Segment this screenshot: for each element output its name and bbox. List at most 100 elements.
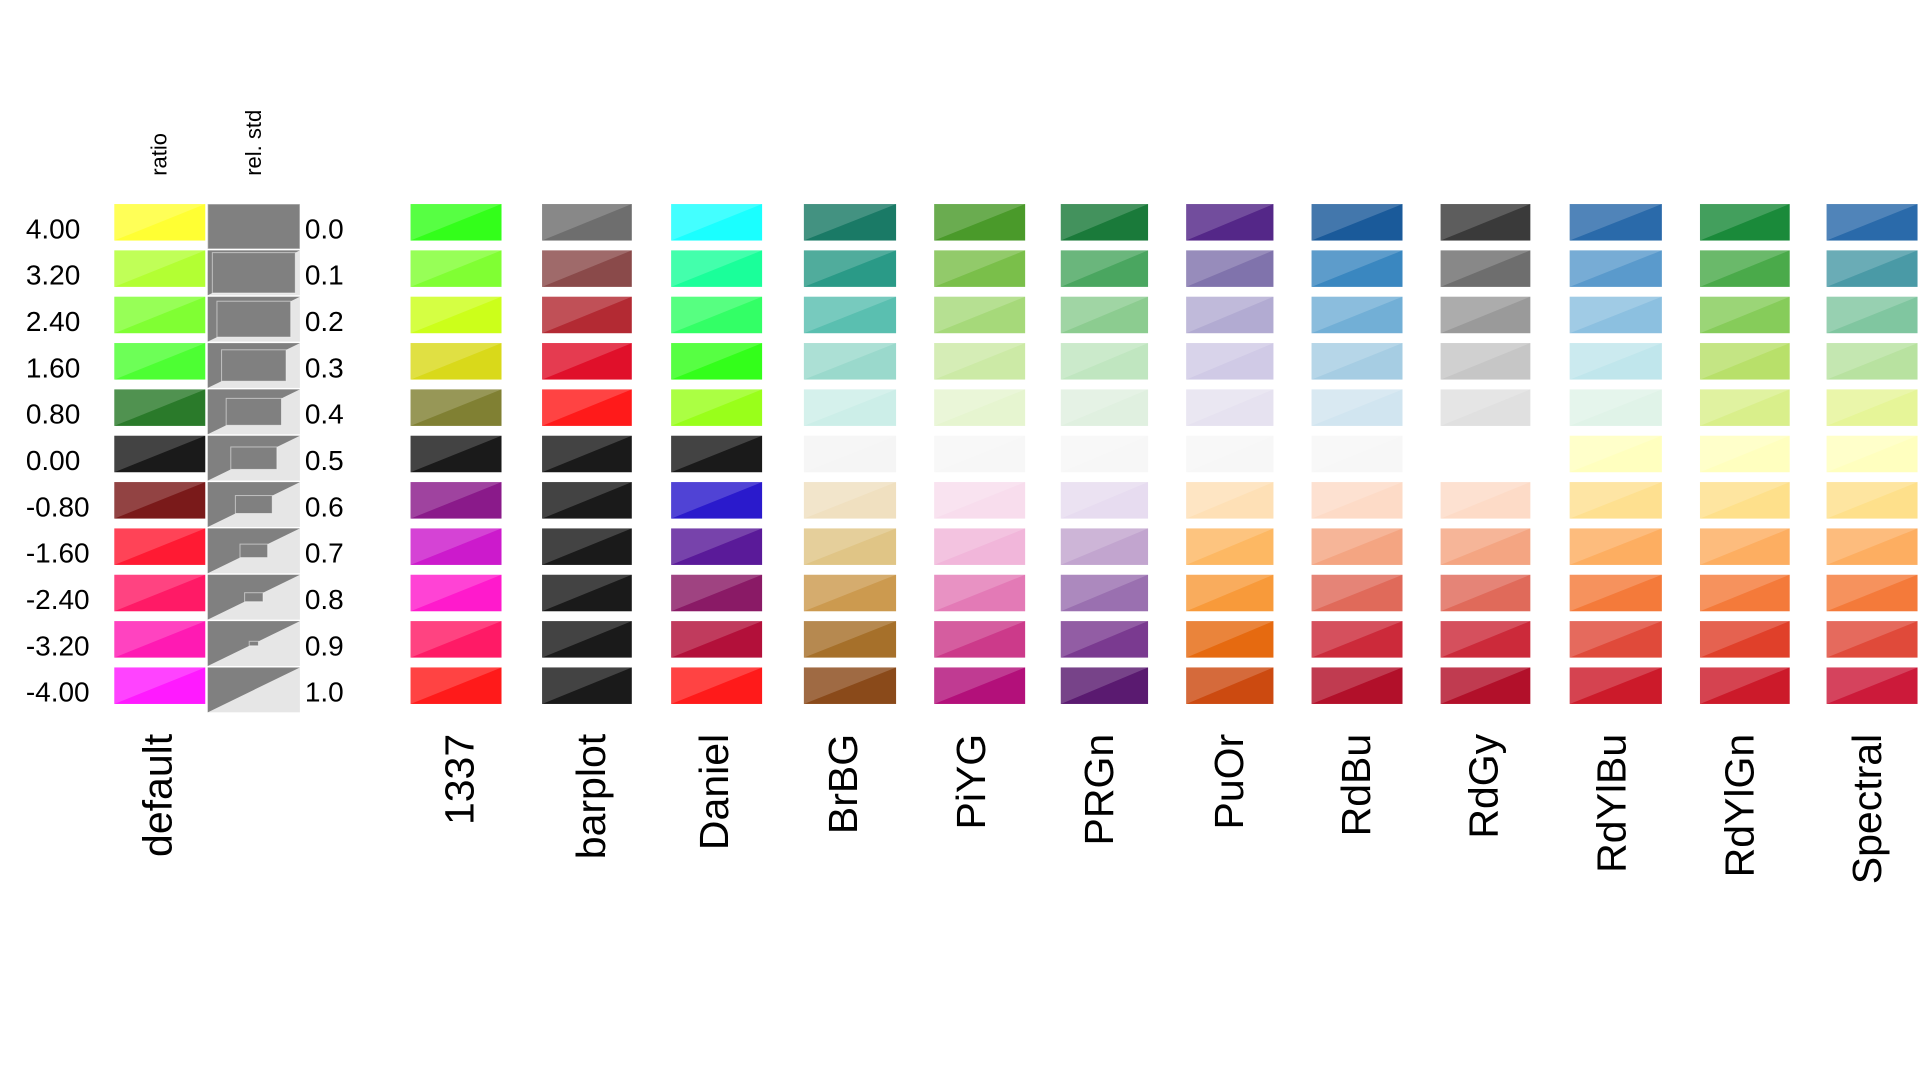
palette-swatch-barplot xyxy=(542,389,632,426)
palette-swatch-barplot xyxy=(542,528,632,565)
palette-swatch-piyg xyxy=(934,574,1026,612)
rel-std-tick-label: 0.0 xyxy=(305,213,344,244)
palette-swatch-brbg xyxy=(803,343,897,380)
palette-name-label: default xyxy=(134,733,180,857)
rel-std-swatch xyxy=(207,435,300,481)
rel-std-tick-label: 0.5 xyxy=(305,445,344,476)
palette-swatch-spectral xyxy=(1826,250,1918,287)
rel-std-swatch xyxy=(207,250,300,296)
rel-std-swatch xyxy=(207,667,300,713)
palette-swatch-default xyxy=(114,435,206,473)
palette-swatch-rdylgn xyxy=(1699,204,1790,241)
palette-swatch-puor xyxy=(1186,574,1274,612)
palette-swatch-daniel xyxy=(671,296,763,334)
rel-std-swatch xyxy=(207,296,300,342)
palette-swatch-barplot xyxy=(542,343,632,380)
ratio-tick-label: -2.40 xyxy=(26,584,90,615)
rel-std-tick-label: 0.2 xyxy=(305,306,344,337)
palette-swatch-spectral xyxy=(1826,435,1918,473)
palette-swatch-rdbu xyxy=(1311,296,1403,334)
palette-swatch-rdbu xyxy=(1311,482,1403,519)
palette-swatch-prgn xyxy=(1060,296,1149,334)
palette-swatch-spectral xyxy=(1826,343,1918,380)
palette-swatch-spectral xyxy=(1826,204,1918,241)
palette-swatch-rdgy xyxy=(1440,296,1531,334)
palette-swatch-piyg xyxy=(934,621,1026,658)
palette-swatch-puor xyxy=(1186,389,1274,426)
palette-swatch-barplot xyxy=(542,296,632,334)
palette-swatch-rdgy xyxy=(1440,574,1531,612)
palette-name-label: PRGn xyxy=(1076,734,1122,846)
rel-std-tick-label: 0.6 xyxy=(305,491,344,522)
rel-std-tick-label: 0.9 xyxy=(305,630,344,661)
palette-swatch-piyg xyxy=(934,667,1026,704)
palette-swatch-puor xyxy=(1186,343,1274,380)
palette-swatch-barplot xyxy=(542,250,632,287)
palette-swatch-daniel xyxy=(671,343,763,380)
palette-swatch-1337 xyxy=(410,204,502,241)
palette-swatch-daniel xyxy=(671,435,763,473)
palette-name-label: RdYlBu xyxy=(1588,734,1634,873)
ratio-tick-label: 3.20 xyxy=(26,260,81,291)
palette-swatch-barplot xyxy=(542,667,632,704)
rel-std-swatch xyxy=(207,574,300,620)
palette-swatch-1337 xyxy=(410,343,502,380)
palette-swatch-puor xyxy=(1186,621,1274,658)
palette-swatch-prgn xyxy=(1060,528,1149,565)
palette-swatch-prgn xyxy=(1060,250,1149,287)
palette-swatch-rdylgn xyxy=(1699,250,1790,287)
palette-swatch-brbg xyxy=(803,389,897,426)
palette-swatch-barplot xyxy=(542,482,632,519)
rel-std-swatch xyxy=(207,343,300,388)
palette-swatch-rdylgn xyxy=(1699,389,1790,426)
palette-swatch-puor xyxy=(1186,435,1274,473)
palette-swatch-prgn xyxy=(1060,343,1149,380)
palette-swatch-piyg xyxy=(934,343,1026,380)
palette-swatch-puor xyxy=(1186,204,1274,241)
palette-swatch-rdylbu xyxy=(1569,250,1662,287)
palette-swatch-brbg xyxy=(803,204,897,241)
palette-swatch-barplot xyxy=(542,574,632,612)
palette-swatch-spectral xyxy=(1826,482,1918,519)
palette-name-label: RdGy xyxy=(1461,733,1507,838)
ratio-tick-label: 1.60 xyxy=(26,352,81,383)
palette-swatch-default xyxy=(114,667,206,704)
palette-swatch-barplot xyxy=(542,621,632,658)
rel-std-swatch xyxy=(207,528,300,574)
rel-std-tick-label: 0.8 xyxy=(305,584,344,615)
palette-name-label: 1337 xyxy=(437,734,483,825)
palette-swatch-barplot xyxy=(542,204,632,241)
palette-swatch-prgn xyxy=(1060,435,1149,473)
palette-swatch-puor xyxy=(1186,296,1274,334)
palette-swatch-rdylbu xyxy=(1569,667,1662,704)
palette-swatch-rdylgn xyxy=(1699,667,1790,704)
palette-swatch-rdylbu xyxy=(1569,482,1662,519)
palette-swatch-spectral xyxy=(1826,574,1918,612)
ratio-tick-label: -3.20 xyxy=(26,630,90,661)
ratio-tick-label: 0.80 xyxy=(26,399,81,430)
palette-swatch-rdbu xyxy=(1311,343,1403,380)
palette-swatch-daniel xyxy=(671,204,763,241)
palette-swatch-rdbu xyxy=(1311,204,1403,241)
palette-swatch-rdylgn xyxy=(1699,528,1790,565)
palette-swatch-rdgy xyxy=(1440,621,1531,658)
palette-name-label: RdYlGn xyxy=(1716,734,1762,878)
palette-swatch-daniel xyxy=(671,528,763,565)
ratio-header-label: ratio xyxy=(147,133,172,176)
ratio-tick-label: -0.80 xyxy=(26,491,90,522)
palette-swatch-spectral xyxy=(1826,389,1918,426)
rel-std-swatch xyxy=(207,482,300,527)
palette-swatch-piyg xyxy=(934,528,1026,565)
palette-swatch-rdylbu xyxy=(1569,204,1662,241)
palette-swatch-daniel xyxy=(671,667,763,704)
palette-swatch-piyg xyxy=(934,435,1026,473)
rel-std-tick-label: 0.3 xyxy=(305,352,344,383)
rel-std-tick-label: 1.0 xyxy=(305,677,344,708)
palette-name-label: PuOr xyxy=(1206,734,1252,830)
palette-swatch-rdylbu xyxy=(1569,574,1662,612)
palette-swatch-default xyxy=(114,250,206,287)
palette-swatch-default xyxy=(114,574,206,612)
palette-swatch-default xyxy=(114,482,206,519)
palette-swatch-brbg xyxy=(803,667,897,704)
